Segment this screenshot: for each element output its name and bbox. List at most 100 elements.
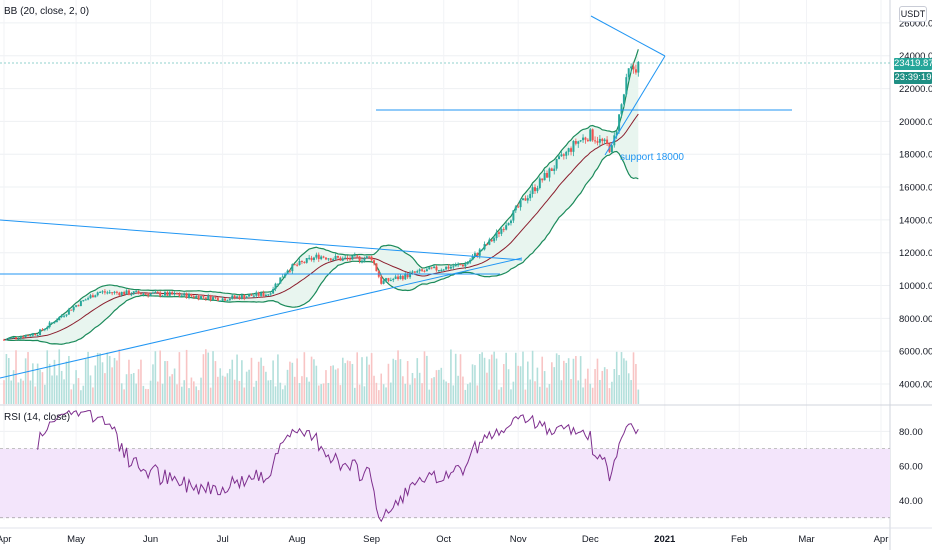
volume-bar [53,359,56,404]
candle-body [620,104,623,115]
volume-bar [195,386,198,404]
volume-bar [486,372,488,404]
candle-body [577,141,580,144]
volume-bar [524,389,527,404]
candle-body [457,264,460,266]
candle-body [382,280,385,284]
candle-body [411,271,414,273]
time-tick-label: Mar [798,534,814,545]
candle-body [324,257,327,260]
candle-body [351,255,354,260]
volume-bar [286,369,289,404]
candle-body [512,210,515,221]
volume-bar [450,349,452,404]
volume-bar [373,375,375,404]
candle-body [175,293,178,295]
candle-body [31,333,34,336]
candle-body [34,333,37,336]
volume-bar [24,358,27,404]
volume-bar [176,384,178,404]
volume-bar [327,382,330,404]
price-tick-label: 20000.00 [899,117,932,128]
candle-body [248,294,251,297]
volume-bar [390,382,392,404]
time-tick-label: Aug [289,534,306,545]
volume-bar [565,362,568,404]
candle-body [385,278,388,281]
volume-bar [339,385,342,404]
candle-body [137,291,140,294]
candle-body [363,258,366,261]
volume-bar [231,359,234,404]
volume-bar [418,372,421,404]
trendline [0,219,523,261]
volume-bar [500,387,503,404]
candle-body [471,256,474,260]
candle-body [550,168,553,171]
candle-body [238,296,241,299]
volume-bar [349,361,351,404]
candle-body [173,293,176,295]
volume-bar [65,361,68,404]
candle-body [558,156,561,160]
candle-body [96,292,99,296]
volume-bar [135,383,137,404]
candle-body [166,292,169,296]
volume-bar [75,370,77,404]
time-tick-label: Oct [436,534,451,545]
candle-body [12,337,15,339]
volume-bar [392,358,395,404]
candle-body [101,291,104,293]
volume-bar [315,365,318,404]
candle-body [507,223,510,226]
volume-bar [411,372,414,404]
candle-body [305,258,308,263]
candle-body [163,292,166,296]
volume-bar [613,368,616,404]
candle-body [298,261,301,266]
volume-bar [560,380,563,404]
candle-body [216,297,219,301]
candle-body [375,263,378,272]
volume-bar [217,376,219,404]
volume-bar [3,380,5,404]
candle-body [29,335,32,337]
candle-body [204,297,207,299]
candle-body [214,297,217,299]
candle-body [212,297,215,301]
candle-body [269,293,272,295]
volume-bar [332,365,334,404]
candle-body [473,253,476,257]
volume-bar [337,368,339,404]
candle-body [517,206,520,208]
rsi-indicator-label[interactable]: RSI (14, close) [4,412,71,423]
candle-body [334,255,337,260]
candle-body [130,294,133,296]
volume-bar [58,349,61,404]
volume-bar [200,377,202,404]
candle-body [380,276,383,284]
candle-body [132,291,135,295]
volume-bar [262,365,265,404]
volume-bar [101,362,104,404]
candle-body [272,289,275,294]
candle-body [188,294,191,298]
candle-body [341,258,344,261]
bb-indicator-label[interactable]: BB (20, close, 2, 0) [4,6,90,17]
volume-bar [507,369,510,404]
candle-body [425,269,428,272]
candle-body [449,266,452,269]
candle-body [224,298,227,301]
candle-body [589,129,592,142]
volume-bar [17,382,20,404]
candle-body [447,266,450,269]
candle-body [514,206,517,211]
candle-body [183,293,186,296]
candle-body [322,256,325,258]
candle-body [17,338,20,340]
candle-body [67,309,70,315]
currency-button[interactable]: USDT [899,6,927,22]
candle-body [428,267,431,270]
candle-body [320,256,323,260]
